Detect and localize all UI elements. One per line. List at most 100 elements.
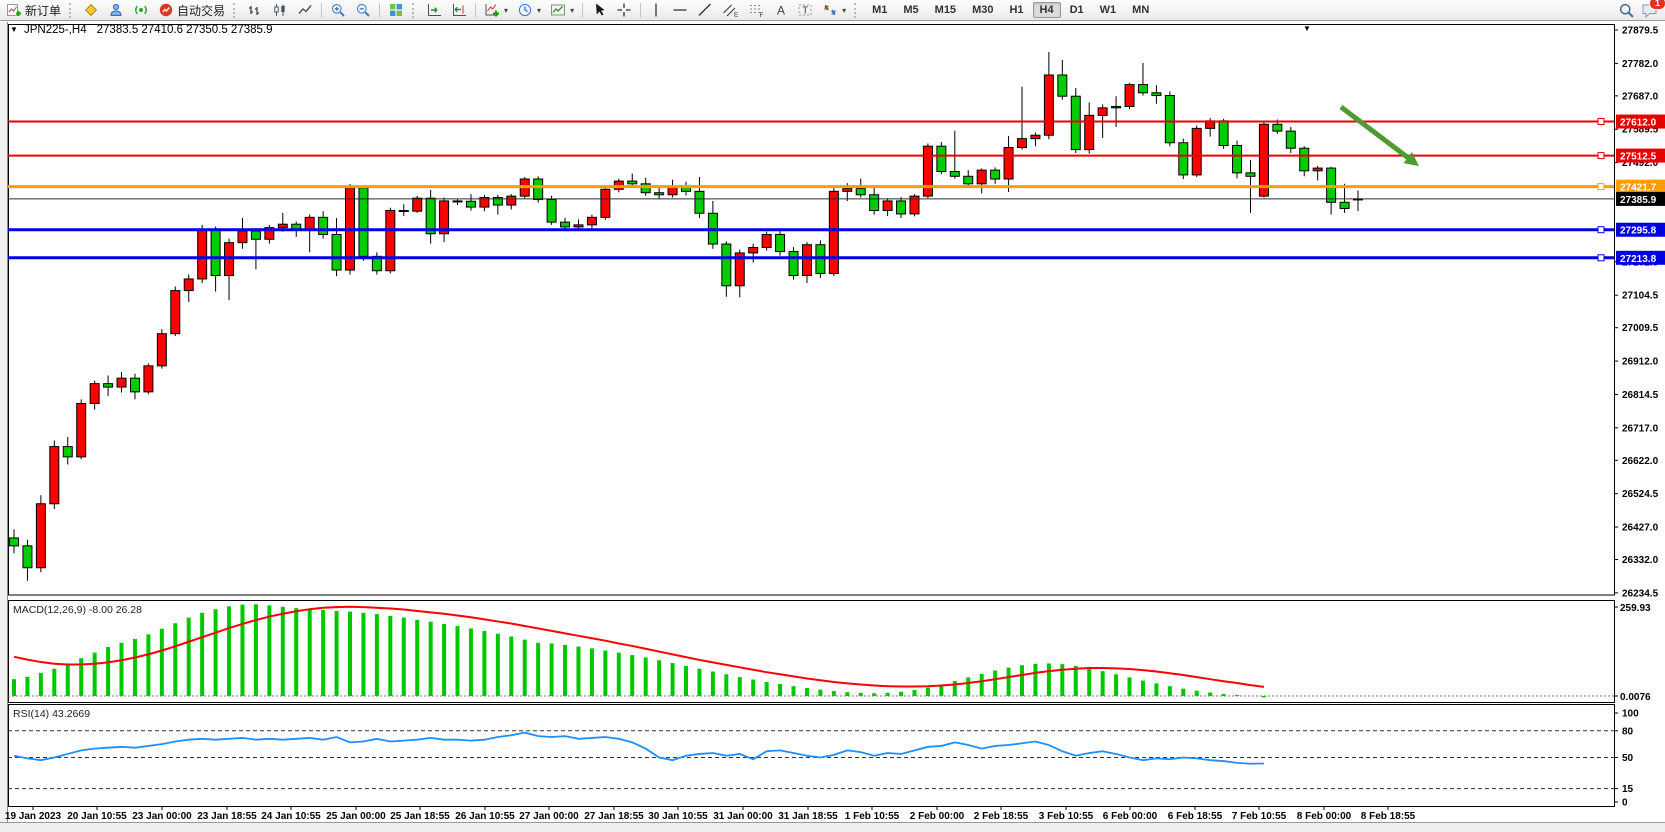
candle-body — [1218, 120, 1229, 146]
time-axis-label: 7 Feb 10:55 — [1232, 811, 1287, 822]
candle-body — [156, 333, 167, 367]
price-axis-label: 26814.5 — [1622, 390, 1659, 401]
price-axis-label: 27492.0 — [1622, 158, 1659, 169]
price-axis-label: 26427.0 — [1622, 523, 1659, 534]
fibonacci-button[interactable]: F — [744, 0, 769, 20]
candle-body — [1070, 95, 1081, 151]
shift-chart-button[interactable] — [447, 0, 471, 20]
candle-body — [1084, 114, 1095, 151]
autotrade-button[interactable]: 自动交易 — [154, 0, 229, 20]
candle-body — [1111, 105, 1122, 109]
line-handle[interactable] — [1597, 183, 1605, 191]
crosshair-button[interactable] — [612, 0, 636, 20]
candle-body — [573, 224, 584, 228]
tile-windows-button[interactable] — [384, 0, 408, 20]
time-axis-label: 6 Feb 00:00 — [1103, 811, 1158, 822]
candle-body — [9, 537, 19, 547]
templates-caret-icon[interactable]: ▾ — [570, 5, 575, 15]
candle-body — [237, 230, 248, 244]
line-handle[interactable] — [1597, 118, 1605, 126]
rsi-level-label: 15 — [1622, 784, 1634, 795]
time-axis-label: 26 Jan 10:55 — [455, 811, 515, 822]
timeframe-button-mn[interactable]: MN — [1132, 4, 1150, 16]
signals-button[interactable] — [129, 0, 153, 20]
zoom-in-button[interactable] — [326, 0, 350, 20]
candle-body — [1030, 134, 1041, 140]
candle-body — [667, 186, 678, 196]
new-order-button[interactable]: 新订单 — [2, 0, 65, 20]
timeframe-button-w1[interactable]: W1 — [1099, 4, 1117, 16]
line-handle[interactable] — [1597, 254, 1605, 262]
candle-body — [1178, 142, 1189, 176]
candle-body — [801, 244, 812, 277]
time-axis-label: 19 Jan 2023 — [5, 811, 62, 822]
candle-body — [600, 188, 611, 218]
autoscroll-button[interactable] — [422, 0, 446, 20]
channel-button[interactable]: E — [718, 0, 743, 20]
arrows-caret-icon[interactable]: ▾ — [842, 5, 847, 15]
candle-body — [264, 227, 275, 240]
rsi-label: RSI(14) 43.2669 — [13, 708, 90, 720]
svg-text:E: E — [734, 12, 739, 19]
toolbar-grip — [854, 2, 860, 18]
candle-body — [1137, 84, 1148, 94]
candle-body — [398, 210, 409, 213]
candle-body — [963, 175, 974, 185]
timeframe-button-h1[interactable]: H1 — [1009, 4, 1024, 16]
timeframe-button-m30[interactable]: M30 — [972, 4, 994, 16]
trendline-button[interactable] — [693, 0, 717, 20]
periods-caret-icon[interactable]: ▾ — [537, 5, 542, 15]
timeframe-button-m5[interactable]: M5 — [903, 4, 919, 16]
candle-body — [1097, 107, 1108, 116]
line-handle[interactable] — [1597, 152, 1605, 160]
time-axis-label: 23 Jan 00:00 — [132, 811, 192, 822]
text-button[interactable]: A — [770, 0, 792, 20]
toolbar: 新订单 自动交易 — [0, 0, 1665, 21]
vertical-line-button[interactable] — [645, 0, 667, 20]
scroll-to-end-marker[interactable]: ▼ — [1303, 24, 1311, 33]
trend-arrow[interactable] — [1339, 105, 1413, 162]
candle-body — [1124, 84, 1135, 107]
candle-body — [936, 145, 947, 172]
price-badge — [1616, 148, 1665, 163]
trendline-icon — [698, 3, 712, 16]
line-handle[interactable] — [1597, 226, 1605, 234]
search-icon[interactable] — [1618, 2, 1635, 19]
candle-body — [1003, 147, 1014, 180]
horizontal-line-button[interactable] — [668, 0, 692, 20]
candlestick-chart-button[interactable] — [268, 0, 292, 20]
time-axis-label: 31 Jan 00:00 — [713, 811, 773, 822]
line-chart-button[interactable] — [293, 0, 317, 20]
new-order-label: 新订单 — [25, 3, 62, 18]
price-badge — [1616, 250, 1665, 265]
chat-button[interactable]: 1 — [1641, 0, 1665, 19]
candle-body — [640, 183, 651, 194]
cursor-button[interactable] — [587, 0, 611, 20]
chart-dropdown-marker[interactable]: ▼ — [10, 25, 18, 34]
rsi-level-label: 80 — [1622, 726, 1634, 737]
candle-body — [882, 200, 893, 212]
zoom-out-button[interactable] — [351, 0, 375, 20]
candle-body — [358, 187, 369, 257]
svg-text:T: T — [802, 6, 808, 17]
indicators-button[interactable]: ▾ — [480, 0, 512, 20]
indicators-caret-icon[interactable]: ▾ — [504, 5, 509, 15]
timeframe-button-m15[interactable]: M15 — [934, 4, 957, 16]
periods-button[interactable]: ▾ — [513, 0, 545, 20]
timeframe-button-h4[interactable]: H4 — [1032, 2, 1061, 18]
timeframe-button-d1[interactable]: D1 — [1069, 4, 1084, 16]
text-label-button[interactable]: T — [793, 0, 817, 20]
candle-body — [627, 180, 638, 185]
macd-label: MACD(12,26,9) -8.00 26.28 — [13, 604, 142, 616]
templates-button[interactable]: ▾ — [546, 0, 578, 20]
arrows-button[interactable]: ▾ — [818, 0, 850, 20]
price-badge-label: 27295.8 — [1620, 226, 1657, 237]
deposit-button[interactable] — [79, 0, 103, 20]
candlestick-chart-icon — [274, 4, 285, 16]
timeframe-button-m1[interactable]: M1 — [872, 4, 888, 16]
profile-button[interactable] — [104, 0, 128, 20]
bar-chart-button[interactable] — [243, 0, 267, 20]
signals-icon — [135, 5, 147, 15]
price-axis-label: 26622.0 — [1622, 456, 1659, 467]
